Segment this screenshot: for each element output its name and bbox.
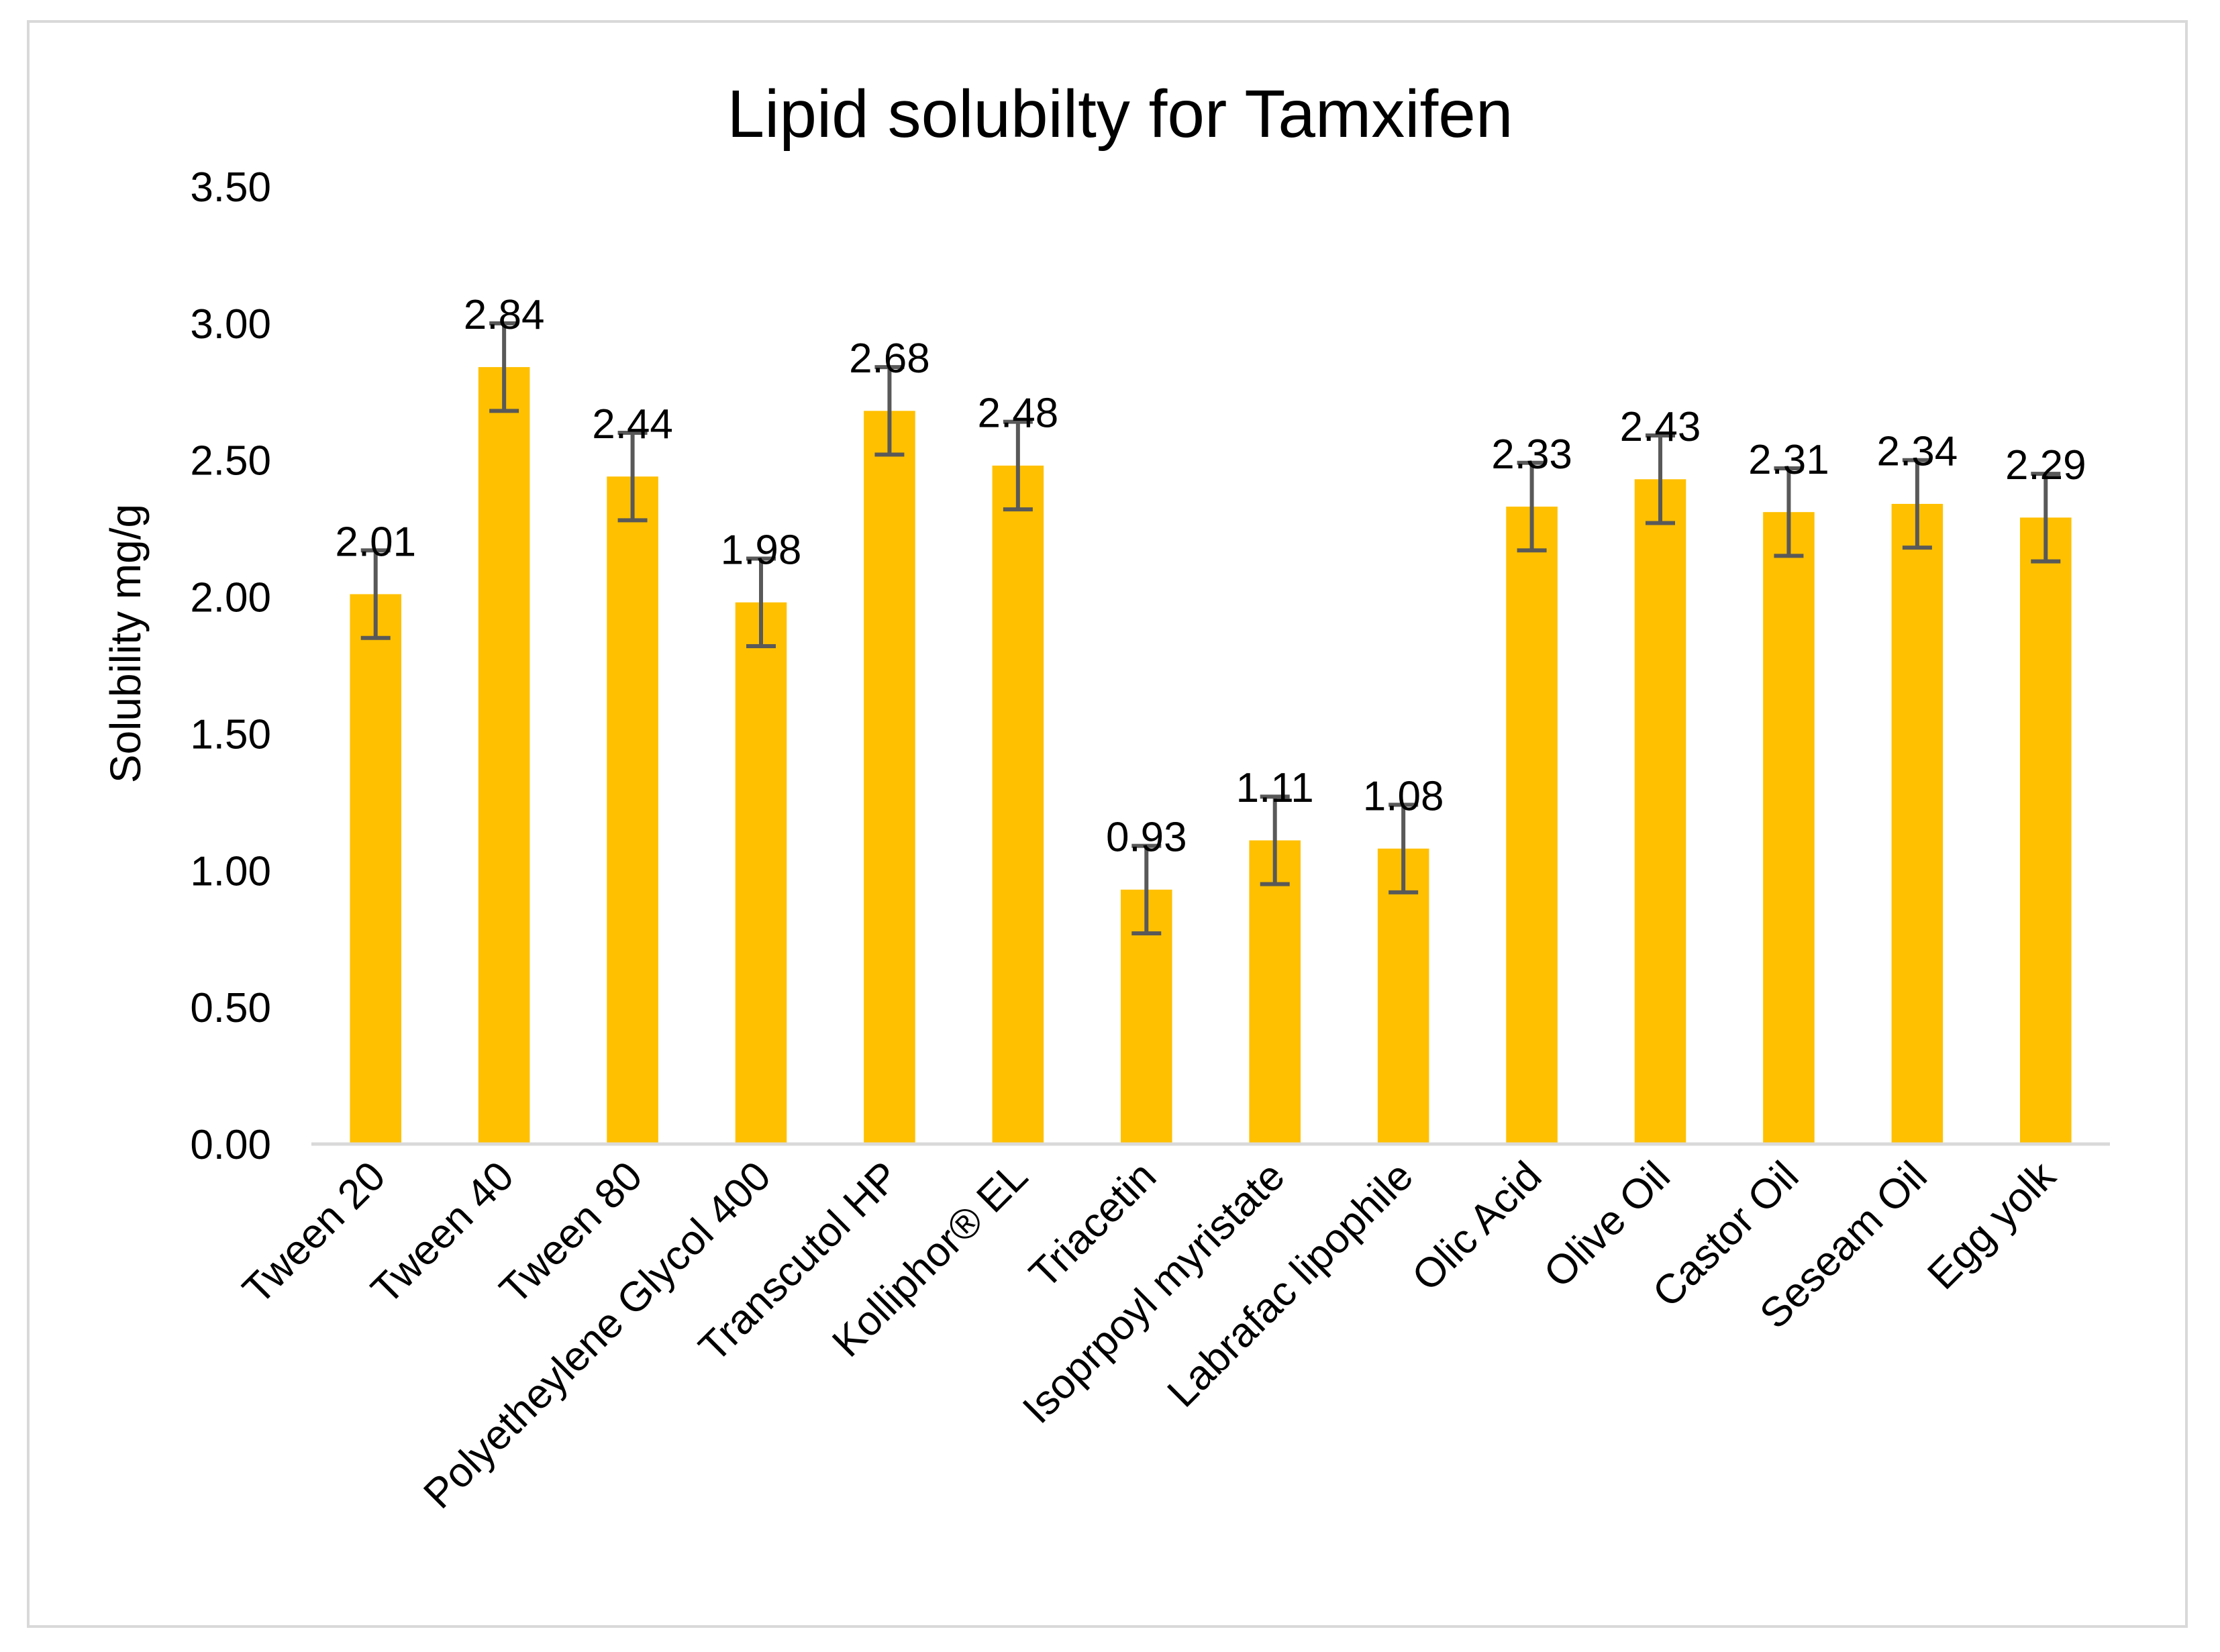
y-axis-title: Solubility mg/g	[101, 504, 150, 783]
y-tick-label: 0.50	[190, 985, 271, 1031]
data-label: 2.84	[464, 292, 545, 338]
bar	[1634, 479, 1686, 1144]
data-label: 2.43	[1620, 404, 1701, 450]
bar	[992, 465, 1044, 1144]
data-labels-group: 2.01 2.84 2.44 1.98 2.68 2.48 0.93 1.11 1.08 2.33…	[335, 292, 2086, 861]
category-label: Labrafac lipophile	[1159, 1153, 1422, 1416]
y-tick-label: 0.00	[190, 1122, 271, 1168]
data-label: 2.31	[1748, 437, 1829, 483]
bar	[1377, 848, 1429, 1144]
bar-chart: Lipid solubilty for Tamxifen Solubility …	[101, 76, 2110, 1518]
error-bar	[2031, 472, 2061, 564]
data-label: 2.33	[1491, 431, 1572, 478]
chart-title: Lipid solubilty for Tamxifen	[727, 76, 1513, 152]
y-tick-label: 2.00	[190, 575, 271, 621]
error-bar	[617, 430, 648, 523]
y-tick-label: 3.50	[190, 164, 271, 211]
data-label: 2.01	[335, 519, 416, 565]
y-tick-label: 1.50	[190, 711, 271, 758]
bar	[2020, 517, 2072, 1144]
error-bar	[874, 365, 905, 457]
error-bar	[1260, 794, 1290, 886]
data-label: 1.98	[721, 527, 802, 573]
error-bar	[360, 548, 391, 640]
error-bar	[746, 556, 776, 648]
bar	[607, 476, 658, 1144]
error-bar	[1646, 433, 1675, 525]
category-label: Olic Acid	[1403, 1153, 1550, 1300]
bar	[1763, 512, 1815, 1144]
bar	[1891, 503, 1944, 1144]
bar	[864, 411, 915, 1145]
error-bar	[1131, 843, 1162, 936]
error-bar	[1902, 458, 1932, 550]
bar	[478, 367, 530, 1144]
error-bar	[1389, 803, 1419, 894]
data-label: 2.34	[1877, 429, 1958, 475]
bar	[1506, 507, 1558, 1144]
error-bar	[1774, 466, 1804, 558]
data-label: 0.93	[1106, 815, 1187, 861]
error-bar	[1517, 460, 1547, 553]
data-label: 2.48	[978, 391, 1059, 437]
chart-frame: Lipid solubilty for Tamxifen Solubility …	[27, 20, 2188, 1628]
bar	[350, 594, 401, 1144]
y-tick-label: 3.00	[190, 301, 271, 348]
bars-group	[350, 367, 2072, 1145]
bar	[735, 602, 787, 1144]
bar	[1249, 840, 1301, 1144]
data-label: 2.44	[592, 401, 673, 448]
error-bars-group	[360, 321, 2061, 936]
error-bar	[1003, 419, 1033, 512]
y-axis-ticks: 0.00 0.50 1.00 1.50 2.00 2.50 3.00 3.50	[190, 164, 271, 1168]
error-bar	[489, 321, 519, 413]
y-tick-label: 1.00	[190, 848, 271, 894]
data-label: 1.11	[1236, 765, 1314, 811]
y-tick-label: 2.50	[190, 438, 271, 484]
data-label: 2.68	[849, 335, 930, 382]
category-label: Egg yolk	[1919, 1152, 2065, 1298]
data-label: 2.29	[2005, 442, 2086, 488]
data-label: 1.08	[1363, 773, 1444, 819]
